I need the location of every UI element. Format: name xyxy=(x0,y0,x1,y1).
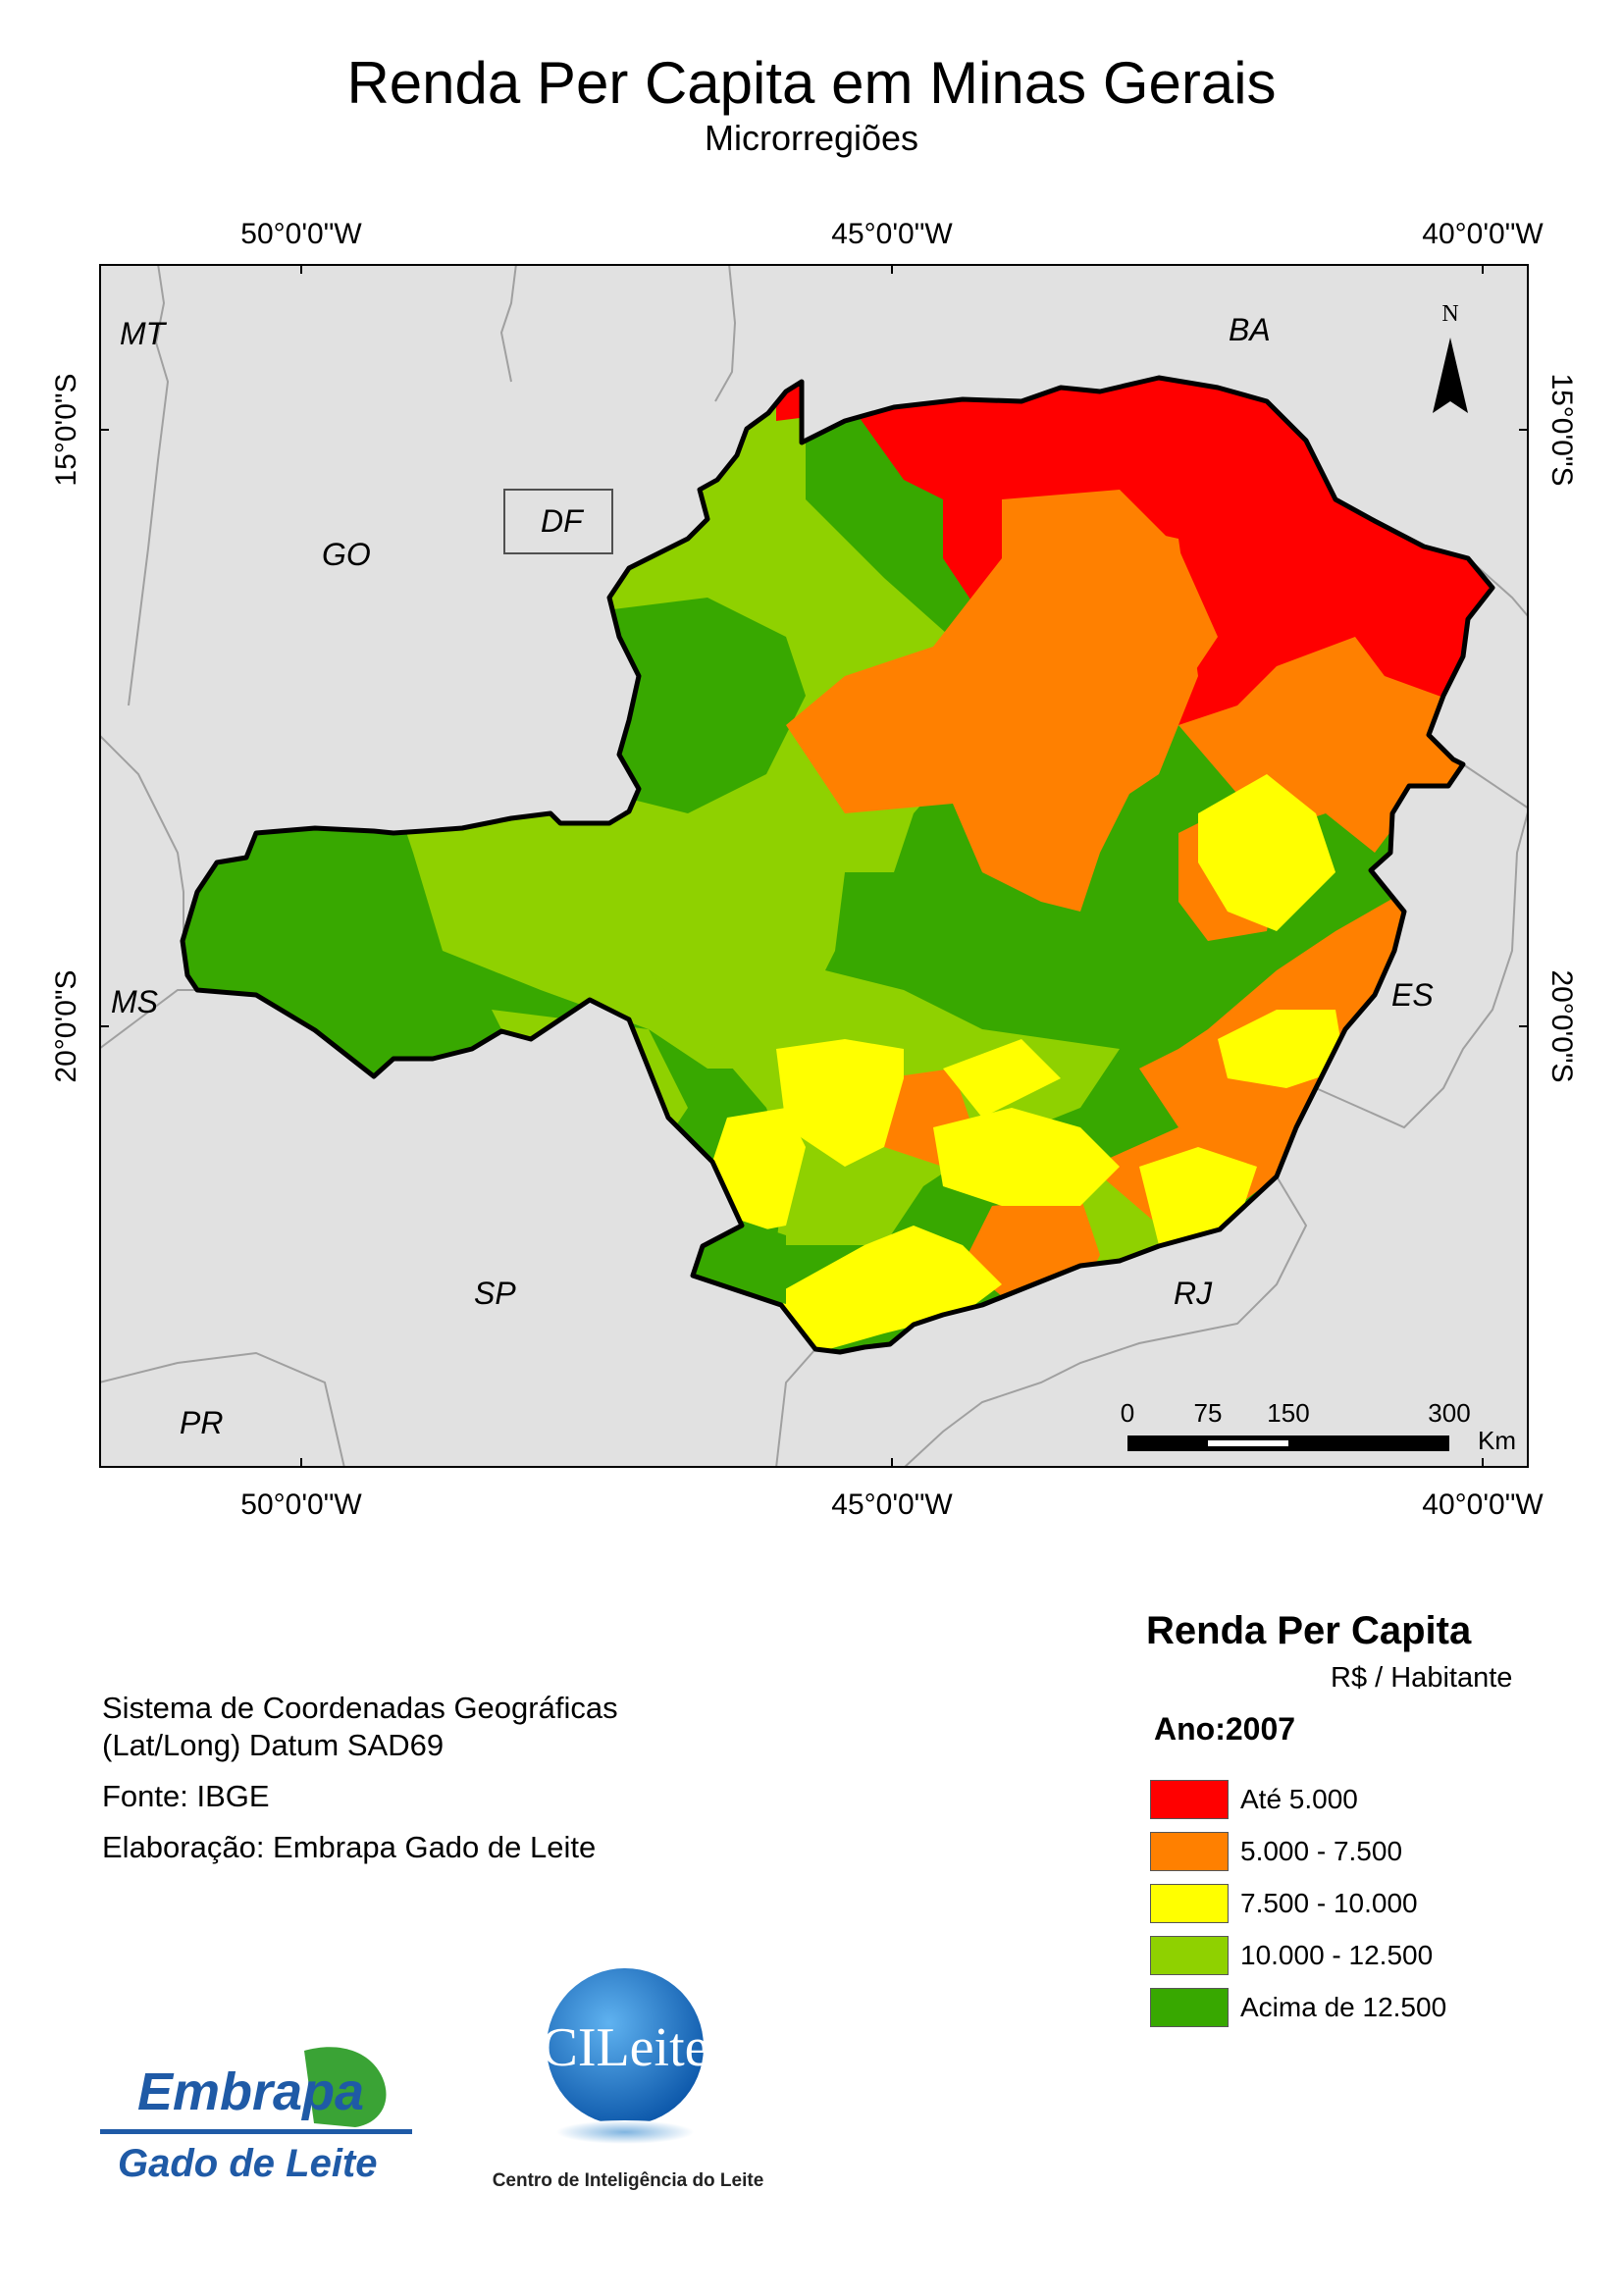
legend-swatch xyxy=(1150,1988,1229,2027)
scale-unit: Km xyxy=(1478,1426,1516,1455)
region-yellow-campo-vertentes xyxy=(776,1039,904,1167)
state-label-rj: RJ xyxy=(1174,1276,1213,1311)
scale-label-75: 75 xyxy=(1193,1398,1223,1428)
region-yellow-mata-north xyxy=(1218,1010,1345,1088)
lat-label-right-20: 20°0'0"S xyxy=(1545,969,1578,1083)
lon-label-bottom-45: 45°0'0"W xyxy=(831,1488,953,1521)
region-yellow-sul-minas xyxy=(776,1226,1002,1352)
legend-label: Até 5.000 xyxy=(1240,1784,1358,1814)
north-arrow-icon xyxy=(1433,338,1468,413)
legend-label: 10.000 - 12.500 xyxy=(1240,1940,1434,1970)
lat-label-left-15: 15°0'0"S xyxy=(50,373,82,487)
state-borders xyxy=(99,264,1529,1468)
embrapa-tagline: Gado de Leite xyxy=(118,2142,378,2185)
region-yellow-barbacena xyxy=(933,1108,1120,1206)
embrapa-leaf-icon xyxy=(304,2047,387,2127)
scale-bar xyxy=(1127,1435,1449,1451)
embrapa-logo: Embrapa Gado de Leite xyxy=(100,2047,412,2185)
region-orange-north-central xyxy=(963,490,1218,912)
state-label-mt: MT xyxy=(120,316,166,351)
lon-label-bottom-40: 40°0'0"W xyxy=(1422,1488,1544,1521)
map-subtitle: Microrregiões xyxy=(704,118,919,158)
map-info: Sistema de Coordenadas Geográficas (Lat/… xyxy=(102,1690,618,1866)
legend-title: Renda Per Capita xyxy=(1146,1609,1472,1652)
state-label-sp: SP xyxy=(474,1276,516,1311)
legend-label: Acima de 12.500 xyxy=(1240,1992,1447,2022)
map-title: Renda Per Capita em Minas Gerais xyxy=(346,50,1277,116)
region-yellow-vale-aco xyxy=(1198,774,1335,931)
legend-swatch xyxy=(1150,1832,1229,1871)
region-yellow-centro-2 xyxy=(943,1039,1061,1118)
scale-label-300: 300 xyxy=(1428,1398,1471,1428)
legend-label: 7.500 - 10.000 xyxy=(1240,1888,1418,1918)
state-label-es: ES xyxy=(1391,977,1434,1013)
coordinate-system-line1: Sistema de Coordenadas Geográficas xyxy=(102,1691,618,1725)
scale-label-150: 150 xyxy=(1267,1398,1310,1428)
lat-label-left-20: 20°0'0"S xyxy=(50,969,82,1083)
state-label-df: DF xyxy=(541,503,583,539)
state-label-ms: MS xyxy=(111,984,158,1019)
legend-swatch xyxy=(1150,1780,1229,1819)
cileite-globe-icon xyxy=(547,1968,704,2125)
legend-swatch xyxy=(1150,1884,1229,1923)
scale-label-0: 0 xyxy=(1120,1398,1135,1428)
cileite-logo: CILeite Centro de Inteligência do Leite xyxy=(493,1968,764,2191)
embrapa-wordmark: Embrapa xyxy=(137,2062,364,2121)
legend-swatch xyxy=(1150,1936,1229,1975)
lat-label-right-15: 15°0'0"S xyxy=(1545,373,1578,487)
mg-outline xyxy=(180,375,1495,1355)
lon-label-bottom-50: 50°0'0"W xyxy=(240,1488,362,1521)
coordinate-system-line2: (Lat/Long) Datum SAD69 xyxy=(102,1728,445,1762)
author-text: Elaboração: Embrapa Gado de Leite xyxy=(102,1830,597,1864)
cileite-tagline: Centro de Inteligência do Leite xyxy=(493,2170,764,2191)
north-arrow-label: N xyxy=(1441,301,1458,327)
legend-unit: R$ / Habitante xyxy=(1331,1662,1513,1694)
lon-label-top-45: 45°0'0"W xyxy=(831,218,953,250)
cileite-wordmark: CILeite xyxy=(541,2017,708,2078)
map-canvas: N xyxy=(99,264,1529,1468)
lon-label-top-40: 40°0'0"W xyxy=(1422,218,1544,250)
state-label-pr: PR xyxy=(180,1405,224,1440)
legend-year: Ano:2007 xyxy=(1154,1711,1296,1747)
legend-label: 5.000 - 7.500 xyxy=(1240,1836,1403,1866)
source-text: Fonte: IBGE xyxy=(102,1779,270,1813)
lon-label-top-50: 50°0'0"W xyxy=(240,218,362,250)
df-polygon xyxy=(503,489,613,554)
state-label-go: GO xyxy=(322,537,371,572)
state-label-ba: BA xyxy=(1229,312,1271,347)
